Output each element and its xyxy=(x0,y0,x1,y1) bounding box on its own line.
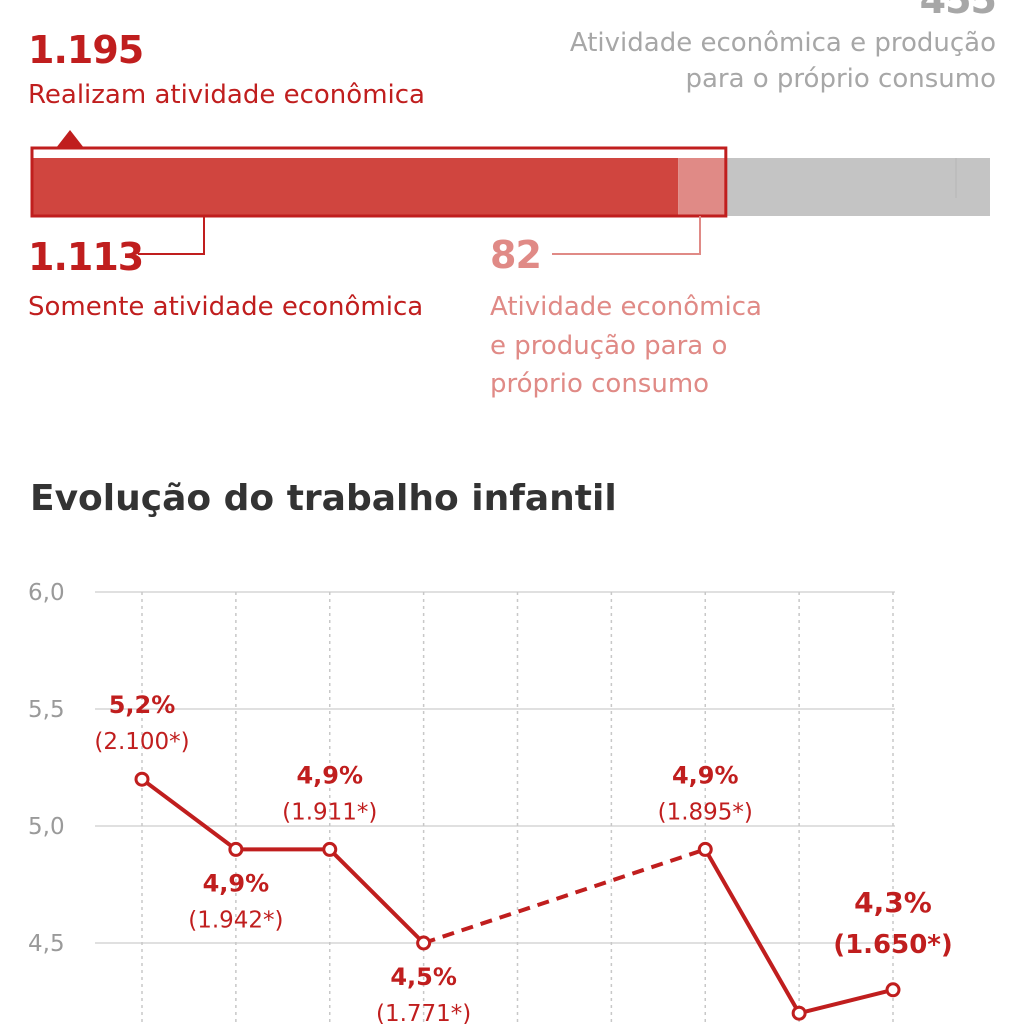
somente-leader-line xyxy=(138,216,204,254)
data-point xyxy=(418,937,430,949)
data-point xyxy=(887,984,899,996)
data-label-count: (1.771*) xyxy=(376,1001,471,1024)
data-label-count: (1.895*) xyxy=(658,799,753,825)
bar-segment-producao xyxy=(726,158,990,216)
grey-total-number: 455 xyxy=(920,0,996,22)
ambos-label-line3: próprio consumo xyxy=(490,369,709,399)
label-layer: 5,2% (2.100*) 4,9% (1.942*) 4,9% (1.911*) 4,5%… xyxy=(94,691,952,1024)
data-point xyxy=(324,843,336,855)
series-line-dashed-gap xyxy=(424,849,706,943)
chart-title: Evolução do trabalho infantil xyxy=(30,478,617,519)
data-label-pct: 4,9% xyxy=(203,869,270,897)
y-tick-label: 4,5 xyxy=(28,931,65,957)
data-label-pct: 4,5% xyxy=(390,963,457,991)
grey-label-line1: Atividade econômica e produção xyxy=(570,28,996,58)
data-label-count: (1.942*) xyxy=(188,907,283,933)
y-tick-label: 5,5 xyxy=(28,697,65,723)
ambos-leader-line xyxy=(552,216,700,254)
bar-segment-ambos xyxy=(678,158,726,216)
realizam-pointer xyxy=(56,130,84,148)
grey-label-line2: para o próprio consumo xyxy=(685,64,996,94)
data-label-pct: 4,9% xyxy=(672,761,739,789)
bar-segment-somente xyxy=(32,158,678,216)
ambos-value: 82 xyxy=(490,233,541,277)
ambos-label-line1: Atividade econômica xyxy=(490,292,762,322)
data-label-pct: 5,2% xyxy=(109,691,176,719)
y-tick-label: 5,0 xyxy=(28,814,65,840)
data-label-count: (1.650*) xyxy=(833,930,953,960)
data-point xyxy=(136,773,148,785)
data-point xyxy=(793,1007,805,1019)
data-point xyxy=(699,843,711,855)
data-label-pct: 4,3% xyxy=(854,886,932,919)
data-point xyxy=(230,843,242,855)
realizam-label: Realizam atividade econômica xyxy=(28,80,425,110)
ambos-label-line2: e produção para o xyxy=(490,331,727,361)
line-chart: 6,0 5,5 5,0 4,5 5,2% (2.100*) 4,9% (1.942*) 4,9… xyxy=(0,560,1024,1024)
somente-label: Somente atividade econômica xyxy=(28,292,423,322)
somente-value: 1.113 xyxy=(28,235,143,279)
y-tick-label: 6,0 xyxy=(28,580,65,606)
data-label-pct: 4,9% xyxy=(296,761,363,789)
data-label-count: (2.100*) xyxy=(94,729,189,755)
realizam-total-number: 1.195 xyxy=(28,28,143,72)
data-label-count: (1.911*) xyxy=(282,799,377,825)
